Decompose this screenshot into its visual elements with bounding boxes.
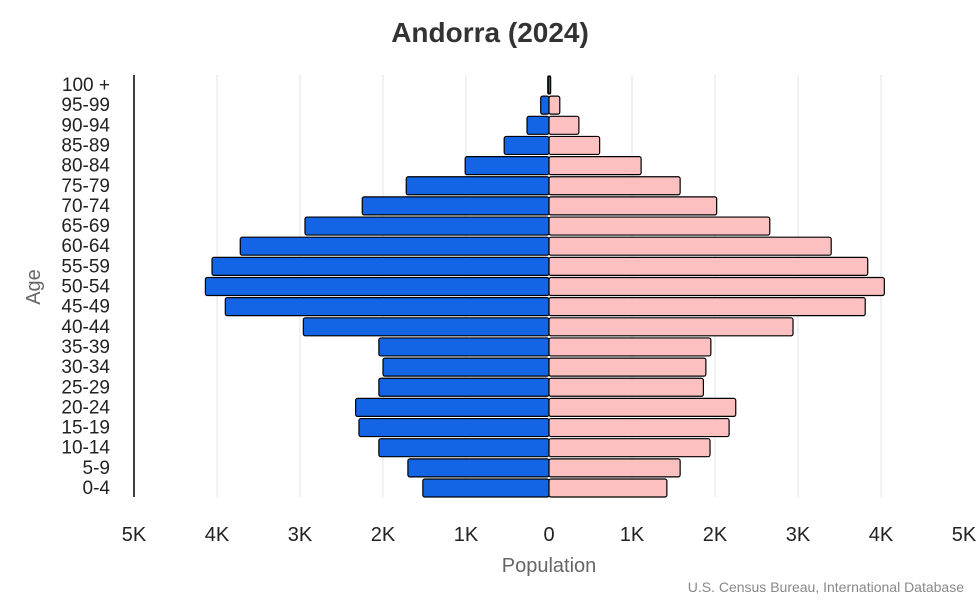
bar-right-55-59 — [548, 256, 869, 276]
y-tick-label: 45-49 — [61, 297, 110, 318]
bar-right-35-39 — [548, 337, 712, 357]
x-tick-label: 0 — [543, 524, 554, 546]
y-axis-label: Age — [23, 269, 45, 305]
x-tick-label: 2K — [703, 524, 728, 546]
y-tick-label: 80-84 — [61, 156, 110, 177]
bar-right-90-94 — [548, 115, 580, 135]
y-tick-label: 25-29 — [61, 377, 110, 398]
bar-right-80-84 — [548, 156, 642, 176]
x-tick-label: 5K — [952, 524, 977, 546]
bar-left-70-74 — [361, 196, 550, 216]
bar-right-40-44 — [548, 317, 794, 337]
bar-right-5-9 — [548, 458, 681, 478]
bar-left-15-19 — [358, 417, 550, 438]
bar-left-85-89 — [503, 135, 550, 156]
y-tick-label: 100 + — [62, 75, 110, 96]
x-tick-label: 4K — [205, 524, 230, 546]
x-tick-label: 4K — [869, 524, 894, 546]
bar-right-60-64 — [548, 236, 832, 256]
y-tick-label: 65-69 — [61, 216, 110, 237]
y-tick-label: 60-64 — [61, 236, 110, 257]
bar-right-30-34 — [548, 357, 707, 377]
bar-right-65-69 — [548, 216, 771, 236]
y-tick-label: 70-74 — [61, 196, 110, 217]
x-tick-label: 3K — [288, 524, 313, 546]
x-tick-label: 2K — [371, 524, 396, 546]
bar-left-80-84 — [464, 156, 550, 176]
bar-left-95-99 — [540, 95, 550, 115]
y-tick-label: 40-44 — [61, 317, 110, 338]
y-tick-label: 0-4 — [83, 478, 111, 499]
y-tick-label: 55-59 — [61, 256, 110, 277]
bar-right-95-99 — [548, 95, 561, 115]
x-tick-label: 1K — [454, 524, 479, 546]
bar-left-35-39 — [378, 337, 550, 357]
y-tick-label: 90-94 — [61, 115, 110, 136]
y-tick-label: 10-14 — [61, 438, 110, 459]
y-tick-label: 20-24 — [61, 397, 110, 418]
bar-left-50-54 — [204, 276, 550, 297]
bar-right-10-14 — [548, 438, 711, 458]
bar-right-45-49 — [548, 297, 866, 317]
bar-left-65-69 — [304, 216, 550, 236]
source-note: U.S. Census Bureau, International Databa… — [688, 579, 964, 595]
x-tick-label: 5K — [122, 524, 147, 546]
bar-right-15-19 — [548, 417, 730, 438]
bar-left-0-4 — [422, 478, 550, 498]
x-tick-label: 3K — [786, 524, 811, 546]
bar-left-25-29 — [378, 377, 550, 397]
bar-left-10-14 — [378, 438, 550, 458]
y-tick-label: 35-39 — [61, 337, 110, 358]
bar-right-70-74 — [548, 196, 718, 216]
bar-right-20-24 — [548, 397, 737, 417]
bar-left-40-44 — [302, 317, 550, 337]
bar-right-75-79 — [548, 176, 681, 196]
y-tick-label: 5-9 — [83, 458, 110, 479]
y-tick-label: 15-19 — [61, 418, 110, 439]
x-axis-label: Population — [502, 555, 597, 577]
bar-left-75-79 — [405, 176, 550, 196]
y-tick-label: 85-89 — [61, 135, 110, 156]
bar-right-25-29 — [548, 377, 704, 397]
bar-right-50-54 — [548, 276, 885, 297]
bar-left-60-64 — [239, 236, 550, 256]
y-tick-label: 50-54 — [61, 277, 110, 298]
bar-left-45-49 — [224, 297, 550, 317]
bar-left-5-9 — [407, 458, 550, 478]
bar-right-0-4 — [548, 478, 668, 498]
bar-right-85-89 — [548, 135, 601, 156]
bar-left-90-94 — [526, 115, 550, 135]
bar-left-30-34 — [382, 357, 550, 377]
chart-title: Andorra (2024) — [391, 17, 589, 48]
bar-left-20-24 — [355, 397, 550, 417]
y-tick-label: 30-34 — [61, 357, 110, 378]
bar-right-100plus — [548, 75, 552, 95]
x-tick-label: 1K — [620, 524, 645, 546]
y-tick-label: 95-99 — [61, 95, 110, 116]
y-tick-label: 75-79 — [61, 176, 110, 197]
bar-left-55-59 — [211, 256, 550, 276]
